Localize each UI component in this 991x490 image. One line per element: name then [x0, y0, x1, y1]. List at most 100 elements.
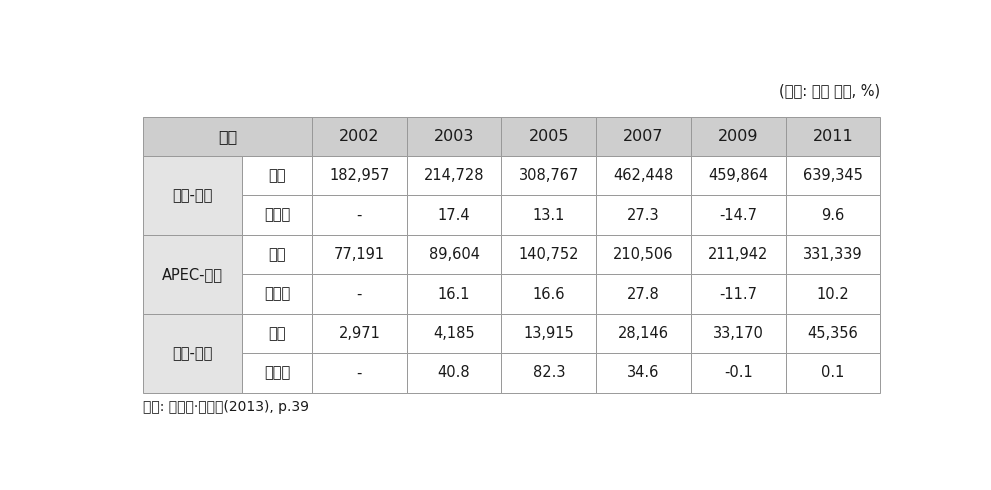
- Text: 16.6: 16.6: [532, 287, 565, 301]
- Bar: [691, 353, 786, 392]
- Text: 16.1: 16.1: [438, 287, 471, 301]
- Bar: [786, 314, 880, 353]
- Bar: [501, 274, 597, 314]
- Text: 89,604: 89,604: [428, 247, 480, 262]
- Text: 2011: 2011: [813, 129, 853, 144]
- Bar: [406, 117, 501, 156]
- Text: -14.7: -14.7: [719, 208, 757, 222]
- Bar: [691, 274, 786, 314]
- Text: 182,957: 182,957: [329, 168, 389, 183]
- Text: 자료: 임경수·박혜리(2013), p.39: 자료: 임경수·박혜리(2013), p.39: [143, 400, 309, 414]
- Text: -: -: [357, 366, 362, 380]
- Bar: [501, 196, 597, 235]
- Bar: [786, 196, 880, 235]
- Bar: [786, 274, 880, 314]
- Text: 211,942: 211,942: [709, 247, 768, 262]
- Bar: [501, 156, 597, 196]
- Text: 77,191: 77,191: [334, 247, 385, 262]
- Bar: [597, 235, 691, 274]
- Bar: [242, 156, 312, 196]
- Bar: [501, 314, 597, 353]
- Text: 13,915: 13,915: [523, 326, 574, 341]
- Text: -: -: [357, 287, 362, 301]
- Text: 세계-세계: 세계-세계: [172, 188, 213, 203]
- Bar: [786, 235, 880, 274]
- Text: 2007: 2007: [623, 129, 664, 144]
- Text: 33,170: 33,170: [713, 326, 764, 341]
- Bar: [691, 117, 786, 156]
- Bar: [406, 156, 501, 196]
- Bar: [786, 117, 880, 156]
- Bar: [597, 156, 691, 196]
- Text: 459,864: 459,864: [709, 168, 768, 183]
- Bar: [312, 314, 406, 353]
- Bar: [312, 274, 406, 314]
- Bar: [312, 117, 406, 156]
- Text: -11.7: -11.7: [719, 287, 757, 301]
- Bar: [406, 353, 501, 392]
- Bar: [691, 156, 786, 196]
- Text: 10.2: 10.2: [817, 287, 849, 301]
- Text: 331,339: 331,339: [803, 247, 863, 262]
- Bar: [406, 196, 501, 235]
- Bar: [143, 314, 242, 392]
- Bar: [597, 353, 691, 392]
- Text: 40.8: 40.8: [438, 366, 471, 380]
- Bar: [501, 117, 597, 156]
- Bar: [143, 156, 242, 235]
- Bar: [597, 117, 691, 156]
- Text: (단위: 백만 달러, %): (단위: 백만 달러, %): [779, 83, 880, 98]
- Text: 증가율: 증가율: [264, 287, 290, 301]
- Bar: [691, 235, 786, 274]
- Text: 2009: 2009: [718, 129, 758, 144]
- Bar: [406, 314, 501, 353]
- Text: 13.1: 13.1: [532, 208, 565, 222]
- Text: 17.4: 17.4: [438, 208, 471, 222]
- Text: -: -: [357, 208, 362, 222]
- Bar: [242, 235, 312, 274]
- Bar: [242, 274, 312, 314]
- Bar: [312, 196, 406, 235]
- Text: 구분: 구분: [218, 129, 237, 144]
- Bar: [406, 274, 501, 314]
- Text: 수출: 수출: [269, 168, 285, 183]
- Text: 증가율: 증가율: [264, 208, 290, 222]
- Bar: [691, 314, 786, 353]
- Text: 증가율: 증가율: [264, 366, 290, 380]
- Bar: [786, 353, 880, 392]
- Bar: [242, 196, 312, 235]
- Text: 82.3: 82.3: [532, 366, 565, 380]
- Text: APEC-세계: APEC-세계: [162, 267, 223, 282]
- Bar: [312, 156, 406, 196]
- Text: 2002: 2002: [339, 129, 380, 144]
- Text: 2003: 2003: [434, 129, 475, 144]
- Text: 45,356: 45,356: [808, 326, 858, 341]
- Text: 수출: 수출: [269, 247, 285, 262]
- Text: 2,971: 2,971: [338, 326, 381, 341]
- Bar: [597, 274, 691, 314]
- Text: 639,345: 639,345: [803, 168, 863, 183]
- Text: 2005: 2005: [528, 129, 569, 144]
- Text: -0.1: -0.1: [723, 366, 752, 380]
- Bar: [242, 314, 312, 353]
- Bar: [597, 314, 691, 353]
- Text: 한국-세계: 한국-세계: [172, 346, 213, 361]
- Text: 27.8: 27.8: [627, 287, 660, 301]
- Bar: [501, 353, 597, 392]
- Bar: [786, 156, 880, 196]
- Text: 210,506: 210,506: [613, 247, 674, 262]
- Bar: [312, 235, 406, 274]
- Bar: [597, 196, 691, 235]
- Text: 308,767: 308,767: [518, 168, 579, 183]
- Text: 34.6: 34.6: [627, 366, 660, 380]
- Bar: [691, 196, 786, 235]
- Bar: [143, 235, 242, 314]
- Text: 4,185: 4,185: [433, 326, 475, 341]
- Text: 28,146: 28,146: [618, 326, 669, 341]
- Text: 140,752: 140,752: [518, 247, 579, 262]
- Text: 수출: 수출: [269, 326, 285, 341]
- Text: 0.1: 0.1: [822, 366, 844, 380]
- Bar: [406, 235, 501, 274]
- Bar: [242, 353, 312, 392]
- Text: 462,448: 462,448: [613, 168, 674, 183]
